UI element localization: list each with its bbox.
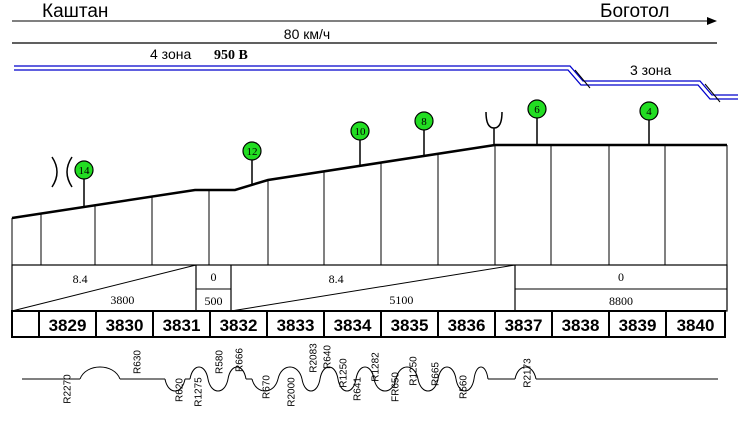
curve-radius-label: R2083 (309, 343, 320, 373)
speed-limit-label: 80 км/ч (284, 26, 330, 42)
power-line-lower (14, 69, 738, 100)
signal-10: 10 (350, 121, 370, 166)
gradient-slope-value: 0 (211, 270, 217, 284)
picket-label: 3840 (677, 316, 715, 335)
gradient-length-value: 5100 (389, 293, 413, 307)
gradient-length-value: 3800 (110, 293, 134, 307)
picket-label: 3839 (619, 316, 657, 335)
gradient-slope-mark (11, 264, 197, 312)
curve-radius-label: R630 (133, 350, 144, 374)
curve-plan: R2270 R630 R620 R1275 R580 R666 R670 R2000 R2083… (22, 343, 718, 407)
plan-curve (207, 378, 229, 392)
plan-curve (355, 366, 375, 380)
signal-label: 14 (79, 165, 91, 177)
picket-label: 3829 (49, 316, 87, 335)
profile-grid (11, 145, 728, 265)
plan-curve (164, 378, 186, 392)
gradient-slope-value: 8.4 (329, 272, 344, 286)
signal-light (74, 160, 94, 180)
insulating-joint-icon (51, 156, 73, 188)
curve-radius-label: R1250 (409, 356, 420, 386)
signal-label: 12 (247, 146, 258, 158)
signal-label: 10 (355, 126, 367, 138)
picket-label: 3834 (334, 316, 372, 335)
signal-14: 14 (74, 160, 94, 207)
curve-radius-label: R560 (459, 375, 470, 399)
track-profile-line (11, 143, 727, 220)
signal-12: 12 (242, 141, 262, 185)
curve-radius-label: R665 (431, 362, 442, 386)
picket-label: 3830 (106, 316, 144, 335)
signal-6: 6 (527, 99, 547, 145)
curve-radius-label: R1282 (371, 352, 382, 382)
power-zone-left-label: 4 зона (150, 46, 191, 62)
power-voltage-label: 950 В (214, 48, 248, 63)
plan-curve (79, 366, 121, 380)
curve-radius-label: R640 (323, 345, 334, 369)
plan-curve (395, 366, 419, 380)
plan-curve (277, 366, 303, 380)
curve-radius-label: R1275 (194, 377, 205, 407)
plan-curve (319, 366, 339, 380)
gradient-slope-value: 0 (618, 270, 624, 284)
plan-curve (373, 378, 397, 392)
signal-light (350, 121, 370, 141)
signal-8: 8 (414, 111, 434, 156)
curve-radius-label: R641 (353, 377, 364, 401)
curve-radius-label: R666 (235, 348, 246, 372)
signal-4: 4 (639, 101, 659, 145)
curve-radius-label: R1250 (339, 358, 350, 388)
picket-label: 3833 (277, 316, 315, 335)
station-from-label: Каштан (42, 1, 108, 22)
power-supply-lines (14, 65, 738, 103)
power-line-section-mark (704, 83, 721, 103)
picket-label: 3832 (220, 316, 258, 335)
signal-label: 4 (646, 106, 652, 118)
gradient-slope-value: 8.4 (73, 272, 88, 286)
curve-radius-label: R620 (175, 378, 186, 402)
plan-curve (437, 366, 457, 380)
power-line-section-mark (574, 69, 591, 89)
curve-radius-label: R670 (262, 375, 273, 399)
curve-radius-label: R2000 (287, 377, 298, 407)
gradient-length-value: 500 (205, 294, 223, 308)
signal-light (639, 101, 659, 121)
gradient-slope-mark (230, 264, 516, 312)
picket-label: 3836 (448, 316, 486, 335)
signal-label: 6 (534, 104, 540, 116)
gradient-length-value: 8800 (609, 294, 633, 308)
plan-curve (251, 378, 279, 392)
plan-curve (514, 366, 537, 380)
plan-curve (473, 366, 489, 380)
gradient-table: 8.4 3800 0 500 8.4 5100 0 8800 (11, 264, 728, 312)
power-line-upper (14, 65, 738, 96)
plan-curve (455, 378, 475, 392)
curve-radius-label: R580 (215, 350, 226, 374)
picket-label: 3837 (505, 316, 543, 335)
picket-label: 3835 (391, 316, 429, 335)
picket-row-frame (11, 310, 726, 338)
curve-radius-label: R2270 (63, 374, 74, 404)
signal-light (242, 141, 262, 161)
fork-marker-icon (485, 111, 503, 145)
picket-label: 3831 (163, 316, 201, 335)
curve-radius-label: R2173 (523, 358, 534, 388)
signal-light (414, 111, 434, 131)
station-to-label: Боготол (600, 1, 669, 22)
curve-radius-label: FR650 (391, 372, 402, 402)
power-zone-right-label: 3 зона (630, 62, 671, 78)
picket-row: 3829 3830 3831 3832 3833 3834 3835 3836 3837 3838… (11, 310, 726, 338)
plan-curve (337, 378, 357, 392)
plan-curve (301, 378, 321, 392)
signal-label: 8 (421, 116, 427, 128)
plan-curve (227, 366, 247, 380)
plan-curve (417, 378, 439, 392)
signals-group: 14 12 10 8 6 4 (51, 99, 659, 207)
signal-light (527, 99, 547, 119)
plan-curve (189, 366, 209, 380)
picket-label: 3838 (562, 316, 600, 335)
